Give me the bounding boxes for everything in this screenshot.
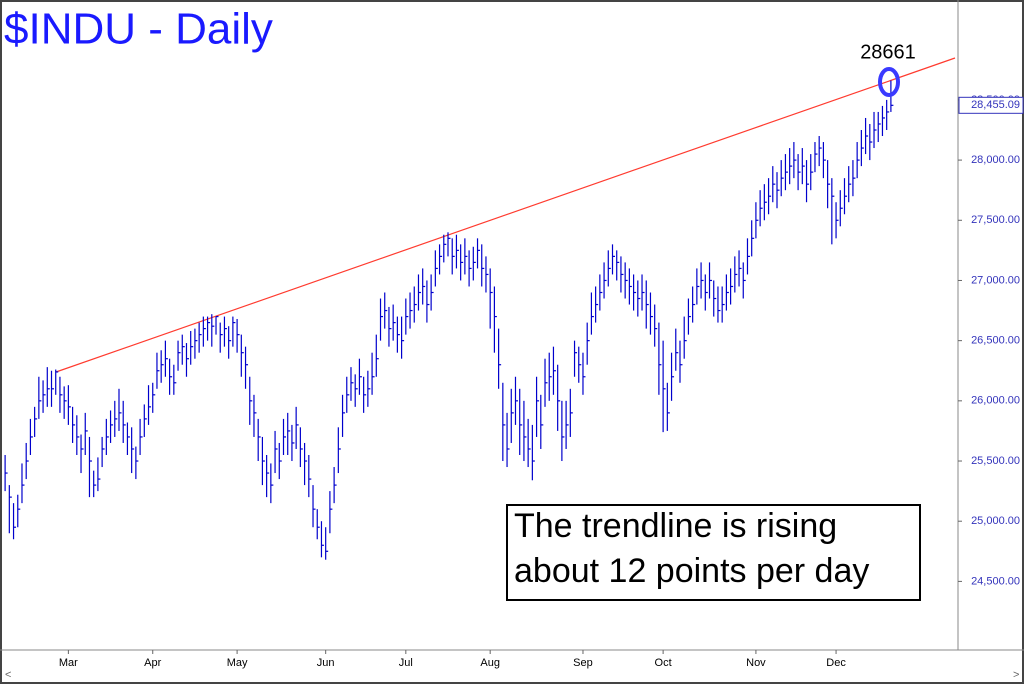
scroll-right[interactable]: > bbox=[1013, 669, 1019, 681]
y-tick-label: 26,500.00 bbox=[971, 335, 1020, 347]
note-box bbox=[506, 504, 921, 601]
plot-area bbox=[4, 80, 894, 560]
x-tick-label: Mar bbox=[59, 657, 78, 669]
note-line: The trendline is rising bbox=[514, 507, 837, 545]
last-price-box bbox=[958, 96, 1024, 114]
peak-label: 28661 bbox=[860, 41, 916, 63]
x-tick-label: May bbox=[227, 657, 248, 669]
y-tick-label: 25,500.00 bbox=[971, 455, 1020, 467]
x-tick-label: Sep bbox=[573, 657, 593, 669]
x-tick-label: Nov bbox=[746, 657, 766, 669]
y-tick-label: 26,000.00 bbox=[971, 395, 1020, 407]
trendline bbox=[55, 57, 956, 373]
scroll-left[interactable]: < bbox=[5, 669, 11, 681]
y-tick-label: 27,500.00 bbox=[971, 214, 1020, 226]
y-tick-label: 25,000.00 bbox=[971, 515, 1020, 527]
last-price-label: 28,455.09 bbox=[971, 99, 1020, 111]
x-tick-label: Aug bbox=[480, 657, 500, 669]
x-tick-label: Jun bbox=[317, 657, 335, 669]
peak-circle bbox=[878, 67, 900, 97]
chart-title: $INDU - Daily bbox=[4, 5, 273, 54]
y-tick-label: 24,500.00 bbox=[971, 575, 1020, 587]
x-tick-label: Dec bbox=[826, 657, 846, 669]
x-tick-label: Jul bbox=[399, 657, 413, 669]
x-tick-label: Oct bbox=[655, 657, 672, 669]
note-line: about 12 points per day bbox=[514, 552, 869, 590]
x-tick-label: Apr bbox=[144, 657, 161, 669]
y-tick-label: 27,000.00 bbox=[971, 274, 1020, 286]
y-tick-label: 28,000.00 bbox=[971, 154, 1020, 166]
